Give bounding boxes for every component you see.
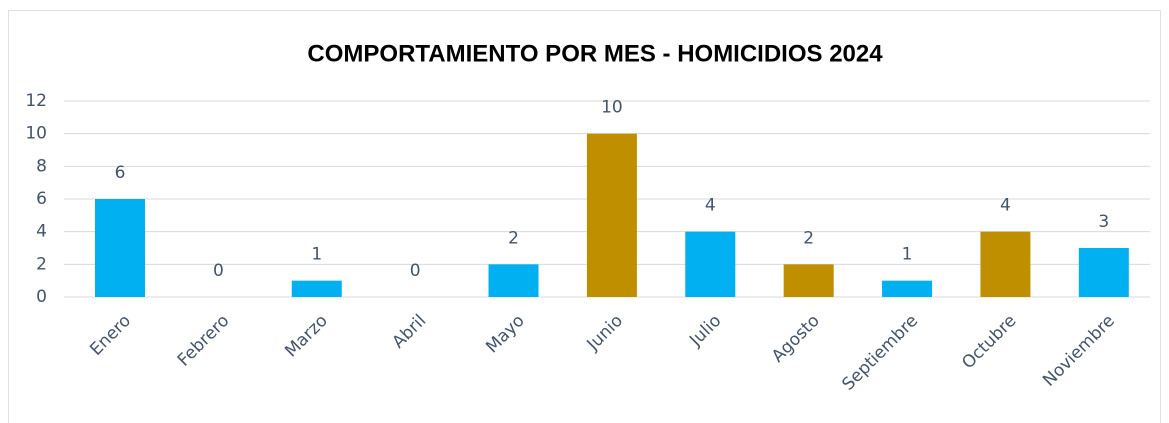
bar [980,231,1031,297]
data-label: 0 [410,261,421,281]
bar [882,280,933,297]
y-tick-label: 10 [25,124,47,144]
data-label: 3 [1098,212,1109,232]
data-label: 0 [213,261,224,281]
bar [291,280,342,297]
data-label: 4 [705,196,716,216]
y-tick-label: 8 [36,156,47,176]
data-label: 10 [601,98,623,118]
data-label: 1 [311,245,322,265]
y-tick-label: 2 [36,254,47,274]
bar [1078,248,1129,297]
chart-frame [8,10,1161,423]
data-label: 2 [803,228,814,248]
bar [586,133,637,297]
bar [488,264,539,297]
data-label: 1 [902,245,913,265]
bar [94,199,145,297]
data-label: 4 [1000,196,1011,216]
data-label: 6 [115,163,126,183]
y-tick-label: 0 [36,287,47,307]
y-tick-label: 4 [36,222,47,242]
bar [783,264,834,297]
chart-title: COMPORTAMIENTO POR MES - HOMICIDIOS 2024 [307,40,883,67]
bar [685,231,736,297]
y-tick-label: 6 [36,189,47,209]
y-tick-label: 12 [25,91,47,111]
data-label: 2 [508,228,519,248]
